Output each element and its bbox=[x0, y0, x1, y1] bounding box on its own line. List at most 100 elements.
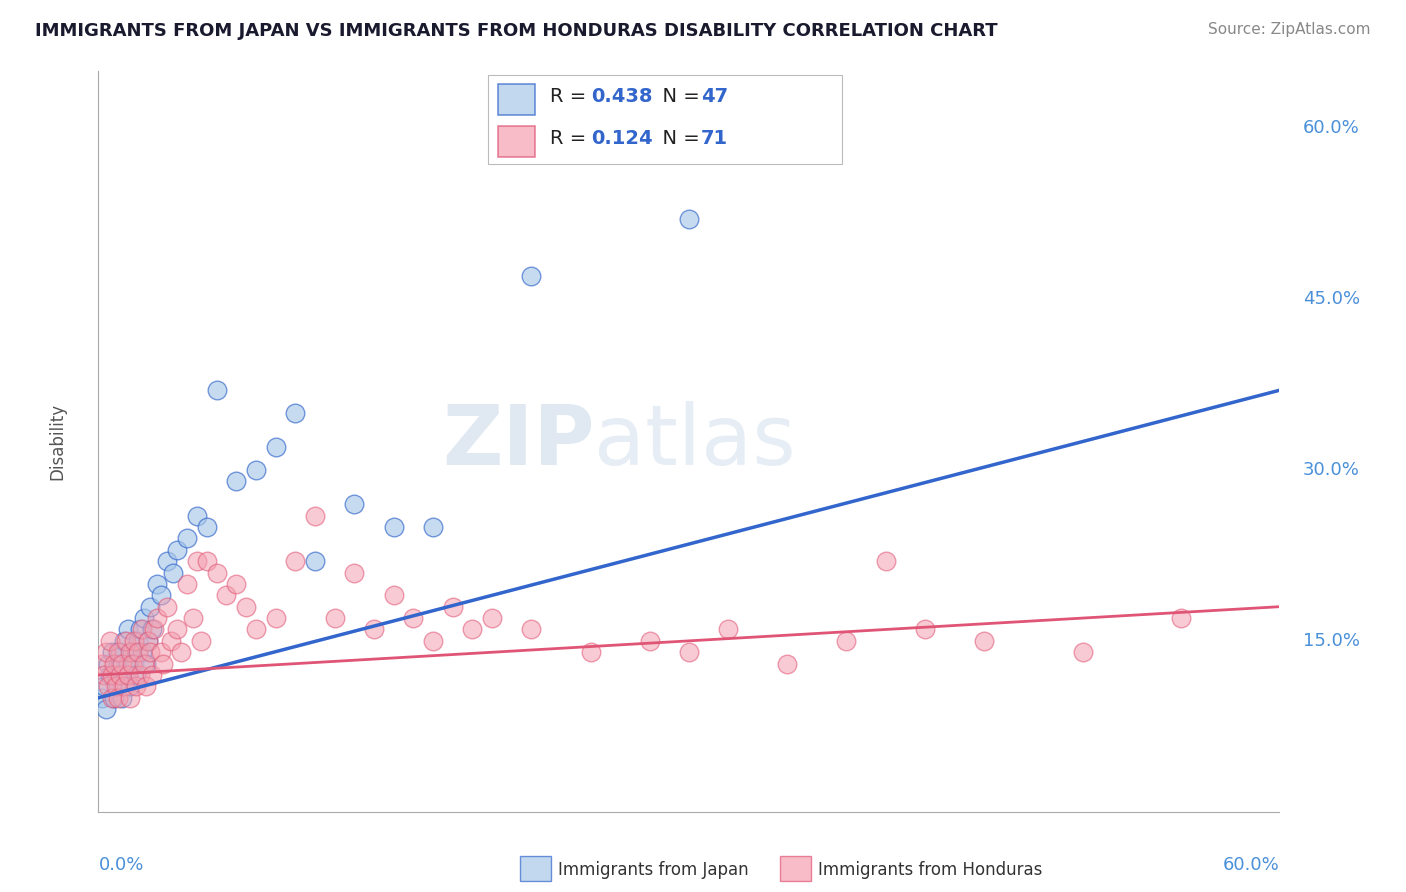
Point bbox=[142, 623, 165, 637]
Point bbox=[101, 690, 124, 705]
Point bbox=[195, 554, 218, 568]
Point bbox=[166, 623, 188, 637]
Point bbox=[108, 668, 131, 682]
Point bbox=[156, 599, 179, 614]
Point bbox=[835, 633, 858, 648]
FancyBboxPatch shape bbox=[488, 75, 842, 164]
Point bbox=[138, 645, 160, 659]
Point bbox=[678, 645, 700, 659]
Point bbox=[96, 645, 118, 659]
Point bbox=[176, 577, 198, 591]
Point bbox=[107, 657, 129, 671]
Point bbox=[162, 566, 184, 580]
Point bbox=[141, 623, 163, 637]
Point bbox=[973, 633, 995, 648]
Point bbox=[125, 668, 148, 682]
FancyBboxPatch shape bbox=[498, 84, 536, 115]
Point bbox=[122, 657, 145, 671]
Point bbox=[107, 645, 129, 659]
Point bbox=[97, 680, 120, 694]
Point bbox=[121, 657, 143, 671]
Point bbox=[402, 611, 425, 625]
Point bbox=[107, 680, 129, 694]
Point bbox=[181, 611, 204, 625]
Point bbox=[131, 623, 153, 637]
Point bbox=[93, 680, 115, 694]
Point bbox=[186, 508, 208, 523]
Point bbox=[125, 680, 148, 694]
Point bbox=[91, 690, 114, 705]
Point bbox=[205, 384, 228, 398]
Point bbox=[115, 633, 138, 648]
Text: 15.0%: 15.0% bbox=[1303, 632, 1360, 650]
Point bbox=[111, 657, 134, 671]
Point bbox=[91, 657, 114, 671]
Point bbox=[422, 633, 444, 648]
Point bbox=[93, 668, 115, 682]
Text: 60.0%: 60.0% bbox=[1223, 856, 1279, 874]
Point bbox=[284, 406, 307, 420]
Point bbox=[146, 611, 169, 625]
Point bbox=[776, 657, 799, 671]
Point bbox=[264, 611, 287, 625]
Text: R =: R = bbox=[550, 128, 592, 148]
Point bbox=[131, 645, 153, 659]
Point bbox=[195, 520, 218, 534]
Point bbox=[150, 645, 173, 659]
Point bbox=[132, 611, 155, 625]
FancyBboxPatch shape bbox=[498, 126, 536, 157]
Point bbox=[115, 668, 138, 682]
Point bbox=[235, 599, 257, 614]
Point bbox=[678, 212, 700, 227]
Point bbox=[461, 623, 484, 637]
Point bbox=[1170, 611, 1192, 625]
Point bbox=[363, 623, 385, 637]
Point bbox=[136, 633, 159, 648]
Point bbox=[343, 497, 366, 511]
Point bbox=[382, 588, 405, 602]
Point bbox=[127, 645, 149, 659]
Point bbox=[122, 633, 145, 648]
Point bbox=[96, 702, 118, 716]
Point bbox=[135, 657, 157, 671]
Point bbox=[186, 554, 208, 568]
Point bbox=[103, 657, 125, 671]
Point bbox=[117, 657, 139, 671]
Point bbox=[382, 520, 405, 534]
Text: 71: 71 bbox=[700, 128, 728, 148]
Text: 0.124: 0.124 bbox=[591, 128, 652, 148]
Point bbox=[103, 690, 125, 705]
Text: atlas: atlas bbox=[595, 401, 796, 482]
Point bbox=[108, 645, 131, 659]
Point bbox=[97, 657, 120, 671]
Point bbox=[1071, 645, 1094, 659]
Text: Source: ZipAtlas.com: Source: ZipAtlas.com bbox=[1208, 22, 1371, 37]
Point bbox=[146, 577, 169, 591]
Point bbox=[638, 633, 661, 648]
Point bbox=[105, 680, 128, 694]
Point bbox=[343, 566, 366, 580]
Point bbox=[160, 633, 183, 648]
Point bbox=[150, 588, 173, 602]
Point bbox=[166, 542, 188, 557]
Point bbox=[132, 657, 155, 671]
Text: ZIP: ZIP bbox=[441, 401, 595, 482]
Point bbox=[717, 623, 740, 637]
Point bbox=[117, 668, 139, 682]
Text: 0.438: 0.438 bbox=[591, 87, 652, 106]
Point bbox=[98, 668, 121, 682]
Point bbox=[112, 680, 135, 694]
Text: Immigrants from Japan: Immigrants from Japan bbox=[558, 861, 749, 879]
Text: Disability: Disability bbox=[48, 403, 66, 480]
Point bbox=[107, 690, 129, 705]
Point bbox=[215, 588, 238, 602]
Point bbox=[304, 508, 326, 523]
Point bbox=[101, 668, 124, 682]
Point bbox=[111, 690, 134, 705]
Point bbox=[245, 463, 267, 477]
Point bbox=[98, 633, 121, 648]
Text: 45.0%: 45.0% bbox=[1303, 290, 1360, 308]
Point bbox=[579, 645, 602, 659]
Point bbox=[914, 623, 936, 637]
Point bbox=[170, 645, 193, 659]
